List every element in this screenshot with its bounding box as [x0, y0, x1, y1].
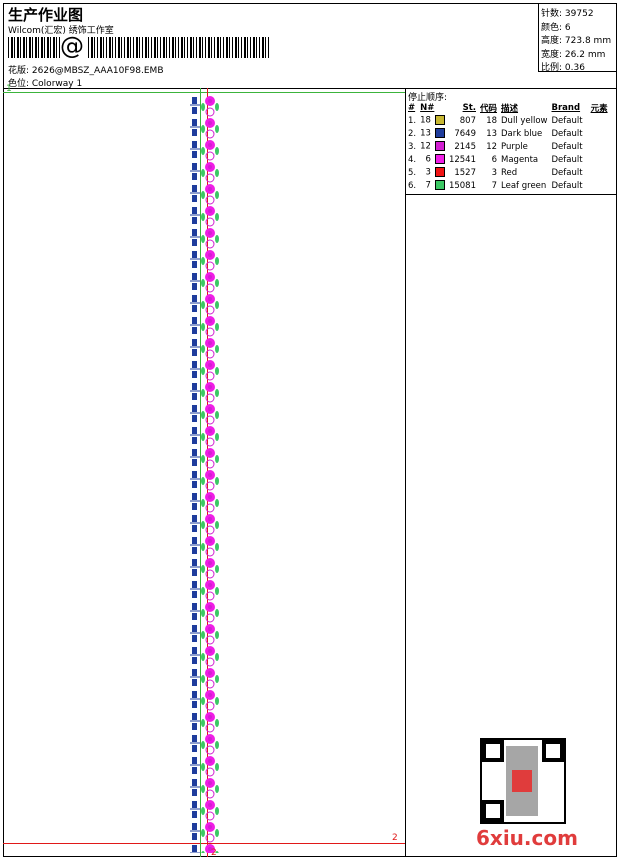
- brand: Default: [551, 180, 583, 191]
- stat-value: 26.2 mm: [564, 49, 606, 60]
- color-swatch: [434, 167, 445, 178]
- index: 4.: [408, 154, 417, 165]
- element: [585, 140, 610, 153]
- stat-label: 高度:: [541, 36, 563, 46]
- stop-row: 1. 18 807 18 Dull yellow Default: [406, 114, 610, 127]
- stop-row: 4. 6 12541 6 Magenta Default: [406, 153, 610, 166]
- colorway: 色位: Colorway 1: [8, 79, 83, 89]
- stat-label: 针数:: [541, 9, 563, 19]
- color-swatch: [434, 115, 445, 126]
- code: 12: [486, 141, 498, 152]
- barcode-symbol: @: [60, 32, 84, 60]
- stat-row: 比例: 0.36: [541, 60, 611, 74]
- stop-row: 2. 13 7649 13 Dark blue Default: [406, 127, 610, 140]
- marker: 2: [211, 848, 217, 858]
- company: Wilcom(汇宏) 绣饰工作室: [8, 26, 114, 36]
- description: Leaf green: [501, 180, 547, 191]
- stop-table: # N# St. 代码 描述 Brand 元素 1. 18 807 18 Dull yellow Def…: [406, 101, 610, 192]
- brand: Default: [551, 141, 583, 152]
- marker: 2: [392, 833, 398, 843]
- stat-value: 39752: [564, 9, 594, 19]
- element: [585, 166, 610, 179]
- color-swatch: [434, 128, 445, 139]
- column-header: 代码: [480, 103, 498, 114]
- marker: 1: [6, 84, 12, 94]
- title: 生产作业图: [8, 6, 84, 24]
- barcode: [8, 37, 60, 58]
- stats: 针数: 39752 颜色: 6 高度: 723.8 mm 宽度: 26.2 mm 比例:…: [541, 6, 611, 74]
- index: 1.: [408, 115, 417, 126]
- needle: 3: [418, 166, 447, 179]
- stat-value: 723.8 mm: [564, 36, 612, 46]
- description: Dark blue: [501, 128, 543, 139]
- code: 7: [491, 180, 498, 191]
- stat-label: 颜色:: [541, 22, 563, 33]
- stop-row: 6. 7 15081 7 Leaf green Default: [406, 179, 610, 192]
- brand: Default: [551, 128, 583, 139]
- element: [585, 114, 610, 127]
- needle: 12: [418, 140, 447, 153]
- index: 6.: [408, 180, 417, 191]
- stat-row: 高度: 723.8 mm: [541, 33, 611, 47]
- column-header: 描述: [501, 103, 519, 114]
- stop-row: 5. 3 1527 3 Red Default: [406, 166, 610, 179]
- stat-label: 宽度:: [541, 49, 563, 60]
- color-swatch: [434, 154, 445, 165]
- stat-row: 宽度: 26.2 mm: [541, 47, 611, 61]
- index: 5.: [408, 167, 417, 178]
- code: 13: [486, 128, 498, 139]
- code: 18: [486, 115, 498, 126]
- column-header: Brand: [551, 102, 581, 113]
- stitches: 807: [459, 115, 476, 126]
- brand: Default: [551, 115, 583, 126]
- element: [585, 153, 610, 166]
- stitches: 12541: [448, 154, 476, 165]
- stat-value: 0.36: [564, 63, 585, 73]
- column-header: #: [408, 102, 416, 113]
- stat-value: 6: [564, 22, 571, 33]
- description: Red: [501, 167, 518, 178]
- stop-title: 停止顺序:: [408, 93, 448, 103]
- barcode: [88, 37, 270, 58]
- watermark: 6xiu.com: [476, 826, 578, 850]
- design-file: 花版: 2626@MBSZ_AAA10F98.EMB: [8, 66, 164, 76]
- stat-row: 针数: 39752: [541, 6, 611, 20]
- stitches: 15081: [448, 180, 476, 191]
- qr-code: [480, 738, 566, 824]
- element: [585, 127, 610, 140]
- description: Magenta: [501, 154, 539, 165]
- needle: 18: [418, 114, 447, 127]
- stitches: 1527: [454, 167, 476, 178]
- column-header: N#: [420, 102, 435, 113]
- code: 6: [491, 154, 498, 165]
- element: [585, 179, 610, 192]
- needle: 6: [418, 153, 447, 166]
- color-swatch: [434, 180, 445, 191]
- stitches: 2145: [454, 141, 476, 152]
- index: 3.: [408, 141, 417, 152]
- brand: Default: [551, 154, 583, 165]
- description: Dull yellow: [501, 115, 548, 126]
- stitches: 7649: [454, 128, 476, 139]
- needle: 13: [418, 127, 447, 140]
- code: 3: [491, 167, 498, 178]
- column-header: 元素: [590, 103, 608, 114]
- stop-row: 3. 12 2145 12 Purple Default: [406, 140, 610, 153]
- embroidery-design: [190, 95, 222, 853]
- stat-row: 颜色: 6: [541, 20, 611, 34]
- color-swatch: [434, 141, 445, 152]
- brand: Default: [551, 167, 583, 178]
- column-header: St.: [462, 102, 476, 113]
- stat-label: 比例:: [541, 63, 563, 73]
- index: 2.: [408, 128, 417, 139]
- needle: 7: [418, 179, 447, 192]
- description: Purple: [501, 141, 528, 152]
